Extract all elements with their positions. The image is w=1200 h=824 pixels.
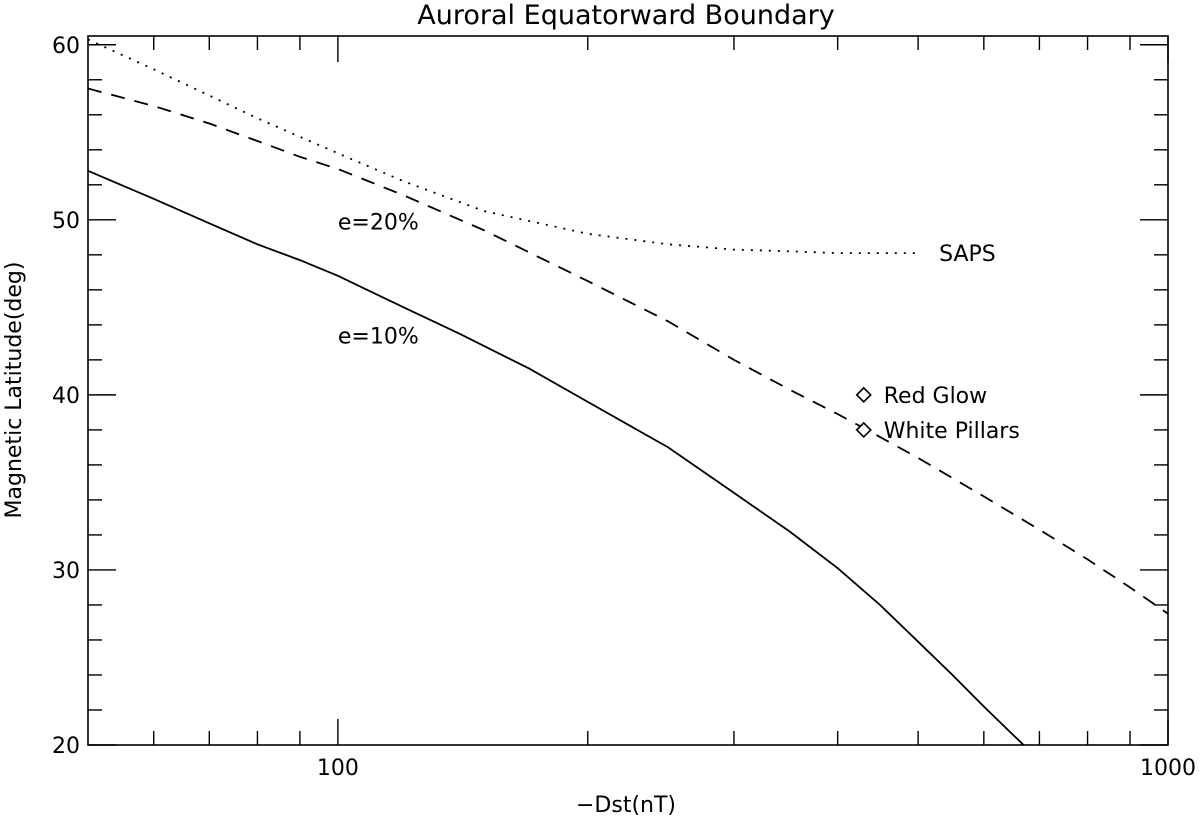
diamond-marker xyxy=(855,386,872,404)
y-tick-label: 50 xyxy=(52,209,80,234)
series-lines xyxy=(87,38,1169,746)
diamond-marker xyxy=(855,421,872,439)
curve-annotation: e=20% xyxy=(338,211,419,236)
y-tick-label: 60 xyxy=(52,34,80,59)
y-axis-label: Magnetic Latitude(deg) xyxy=(2,262,27,519)
x-tick-label: 1000 xyxy=(1140,756,1196,781)
series-line-saps xyxy=(87,38,919,254)
curve-annotation: SAPS xyxy=(939,242,996,267)
data-points: Red Glow White Pillars xyxy=(855,384,1020,444)
y-tick-label: 40 xyxy=(52,384,80,409)
x-axis-label: −Dst(nT) xyxy=(576,793,676,818)
y-tick-label: 30 xyxy=(52,559,80,584)
x-tick-label: 100 xyxy=(317,756,359,781)
plot-frame xyxy=(87,35,1169,746)
axis-ticks: 100 1000 20 30 40 50 60 xyxy=(52,34,1196,781)
point-label: White Pillars xyxy=(884,419,1020,444)
chart-title: Auroral Equatorward Boundary xyxy=(417,0,834,31)
curve-annotation: e=10% xyxy=(338,324,419,349)
point-label: Red Glow xyxy=(884,384,987,409)
series-line-e-20- xyxy=(87,87,1169,615)
y-tick-label: 20 xyxy=(52,734,80,759)
annotations: e=20% e=10% SAPS xyxy=(338,211,996,350)
series-line-e-10- xyxy=(87,169,1025,746)
